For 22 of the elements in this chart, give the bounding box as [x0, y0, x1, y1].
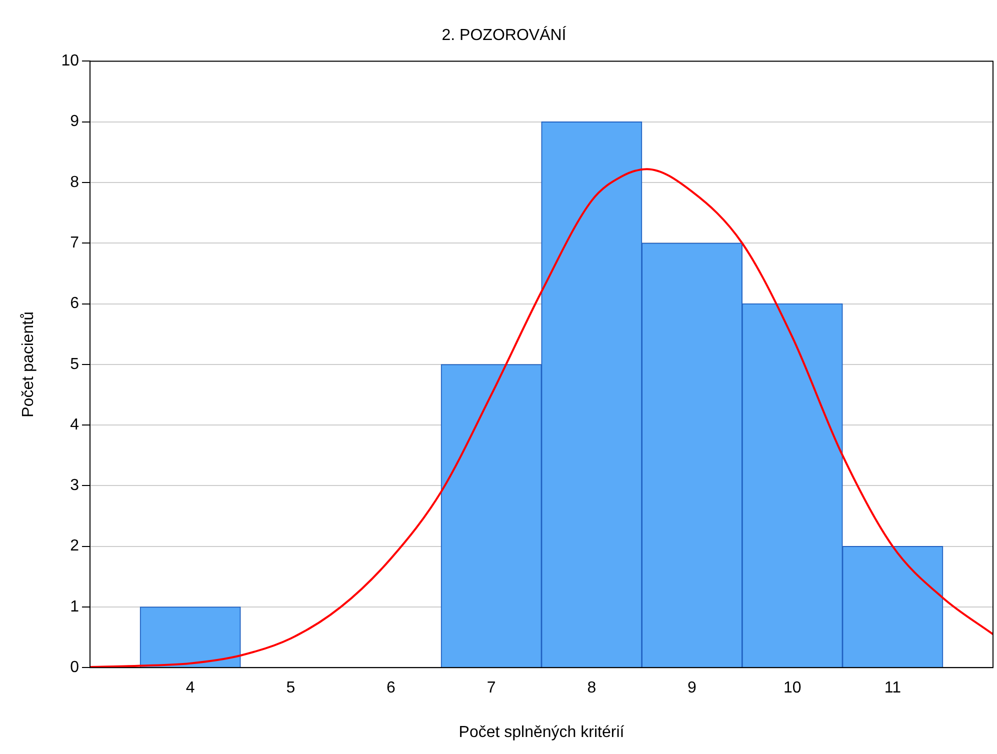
x-tick-label: 10 [783, 680, 802, 697]
y-tick-label: 8 [70, 174, 80, 191]
y-tick-label: 3 [70, 477, 80, 494]
y-tick-label: 6 [70, 295, 80, 312]
x-axis-title: Počet splněných kritérií [458, 724, 625, 741]
y-tick-label: 9 [70, 113, 80, 130]
chart-title: 2. POZOROVÁNÍ [442, 26, 567, 44]
y-tick-label: 7 [70, 234, 80, 252]
x-tick-label: 5 [286, 680, 296, 697]
x-tick-label: 6 [386, 680, 396, 697]
y-axis-title: Počet pacientů [20, 311, 38, 418]
y-tick-label: 5 [70, 356, 80, 373]
y-tick-label: 4 [70, 416, 80, 434]
y-tick-label: 2 [70, 538, 80, 555]
y-tick-label: 10 [61, 52, 80, 70]
y-tick-label: 0 [70, 659, 80, 676]
y-tick-label: 1 [70, 598, 80, 616]
x-tick-label: 9 [688, 680, 697, 697]
x-tick-label: 4 [186, 680, 195, 697]
x-tick-label: 8 [587, 680, 596, 697]
x-tick-label: 7 [486, 680, 496, 697]
x-tick-label: 11 [884, 680, 902, 697]
